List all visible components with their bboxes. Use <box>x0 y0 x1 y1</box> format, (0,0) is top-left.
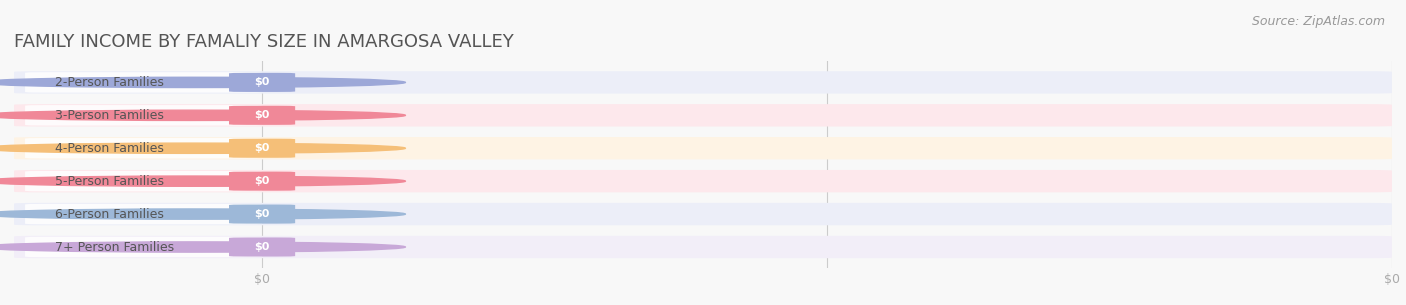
Circle shape <box>0 77 405 88</box>
Text: $0: $0 <box>254 209 270 219</box>
FancyBboxPatch shape <box>229 106 295 125</box>
Text: 3-Person Families: 3-Person Families <box>55 109 165 122</box>
FancyBboxPatch shape <box>25 138 262 158</box>
FancyBboxPatch shape <box>25 105 262 126</box>
Text: 6-Person Families: 6-Person Families <box>55 208 165 221</box>
FancyBboxPatch shape <box>14 104 1392 127</box>
Text: 2-Person Families: 2-Person Families <box>55 76 165 89</box>
Circle shape <box>0 176 405 186</box>
FancyBboxPatch shape <box>14 170 1392 192</box>
Text: 4-Person Families: 4-Person Families <box>55 142 165 155</box>
Circle shape <box>0 110 405 120</box>
Circle shape <box>0 143 405 153</box>
FancyBboxPatch shape <box>229 139 295 158</box>
FancyBboxPatch shape <box>25 72 262 93</box>
Text: $0: $0 <box>254 110 270 120</box>
Text: 7+ Person Families: 7+ Person Families <box>55 241 174 253</box>
Text: $0: $0 <box>254 176 270 186</box>
FancyBboxPatch shape <box>229 172 295 191</box>
FancyBboxPatch shape <box>25 237 262 257</box>
FancyBboxPatch shape <box>14 137 1392 160</box>
FancyBboxPatch shape <box>14 71 1392 94</box>
Text: FAMILY INCOME BY FAMALIY SIZE IN AMARGOSA VALLEY: FAMILY INCOME BY FAMALIY SIZE IN AMARGOS… <box>14 33 513 51</box>
Text: $0: $0 <box>254 242 270 252</box>
Circle shape <box>0 242 405 252</box>
FancyBboxPatch shape <box>25 204 262 224</box>
Text: 5-Person Families: 5-Person Families <box>55 175 165 188</box>
Text: $0: $0 <box>254 143 270 153</box>
FancyBboxPatch shape <box>229 238 295 257</box>
Text: Source: ZipAtlas.com: Source: ZipAtlas.com <box>1251 15 1385 28</box>
FancyBboxPatch shape <box>229 205 295 224</box>
Circle shape <box>0 209 405 219</box>
Text: $0: $0 <box>254 77 270 88</box>
FancyBboxPatch shape <box>14 236 1392 258</box>
FancyBboxPatch shape <box>14 203 1392 225</box>
FancyBboxPatch shape <box>25 171 262 191</box>
FancyBboxPatch shape <box>229 73 295 92</box>
